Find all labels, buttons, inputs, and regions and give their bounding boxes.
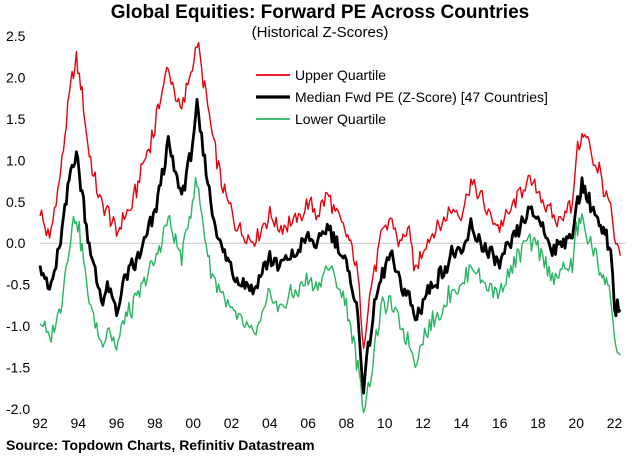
y-tick-label: -0.5 (6, 277, 30, 293)
legend-label: Lower Quartile (295, 111, 386, 127)
x-tick-label: 92 (32, 415, 48, 431)
series-layer (38, 41, 622, 414)
lower-quartile-line (39, 176, 621, 414)
source-note: Source: Topdown Charts, Refinitiv Datast… (6, 437, 315, 453)
x-tick-label: 08 (339, 415, 355, 431)
x-tick-label: 02 (224, 415, 240, 431)
x-tick-label: 04 (262, 415, 278, 431)
x-tick-label: 10 (377, 415, 393, 431)
legend: Upper Quartile Median Fwd PE (Z-Score) [4… (256, 67, 548, 127)
y-axis-ticks: 2.5 2.0 1.5 1.0 0.5 0.0 -0.5 -1.0 -1.5 -2.0 (6, 28, 30, 417)
chart-subtitle: (Historical Z-Scores) (251, 24, 389, 41)
y-tick-label: 0.5 (6, 194, 26, 210)
x-tick-label: 96 (109, 415, 125, 431)
legend-item-upper-quartile: Upper Quartile (256, 67, 386, 83)
x-tick-label: 16 (492, 415, 508, 431)
x-tick-label: 98 (147, 415, 163, 431)
y-tick-label: 1.5 (6, 111, 26, 127)
legend-item-lower-quartile: Lower Quartile (256, 111, 386, 127)
x-tick-label: 20 (568, 415, 584, 431)
y-tick-label: 2.5 (6, 28, 26, 44)
median-fwd-pe-line (38, 97, 622, 395)
y-tick-label: 2.0 (6, 69, 26, 85)
x-axis-ticks: 92 94 96 98 00 02 04 06 08 10 12 14 16 18 20 22 (32, 415, 622, 431)
x-tick-label: 18 (530, 415, 546, 431)
x-tick-label: 06 (300, 415, 316, 431)
upper-quartile-line (39, 41, 621, 350)
x-tick-label: 14 (454, 415, 470, 431)
legend-label: Upper Quartile (295, 67, 386, 83)
legend-label: Median Fwd PE (Z-Score) [47 Countries] (295, 89, 548, 105)
legend-item-median: Median Fwd PE (Z-Score) [47 Countries] (256, 89, 548, 105)
y-tick-label: -1.5 (6, 360, 30, 376)
y-tick-label: 1.0 (6, 152, 26, 168)
x-tick-label: 94 (71, 415, 87, 431)
x-tick-label: 22 (607, 415, 623, 431)
y-tick-label: -2.0 (6, 401, 30, 417)
x-tick-label: 12 (415, 415, 431, 431)
y-tick-label: 0.0 (6, 235, 26, 251)
x-tick-label: 00 (185, 415, 201, 431)
y-tick-label: -1.0 (6, 318, 30, 334)
chart-title: Global Equities: Forward PE Across Count… (110, 2, 530, 23)
